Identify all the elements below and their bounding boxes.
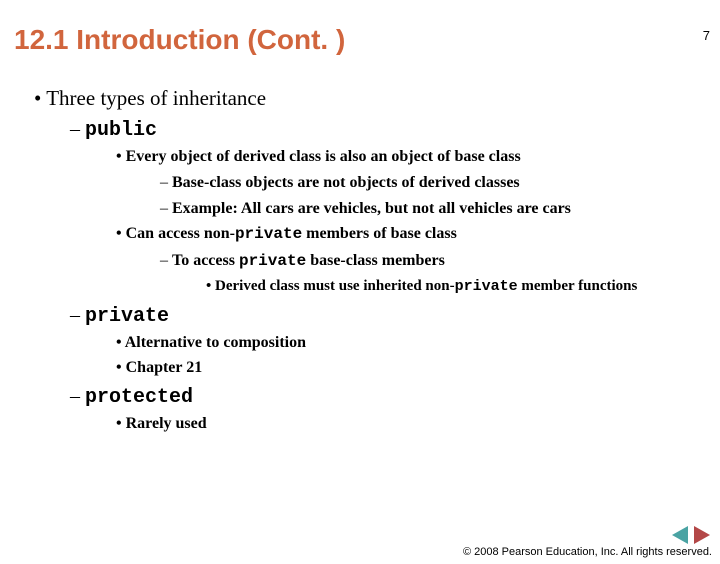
slide-content: Three types of inheritance public Every … xyxy=(28,84,720,434)
bullet-level3: Rarely used xyxy=(128,413,720,435)
next-arrow-icon[interactable] xyxy=(694,526,710,544)
bullet-level3: Every object of derived class is also an… xyxy=(128,146,720,168)
text: Derived class must use inherited non- xyxy=(215,278,455,294)
bullet-level3: Alternative to composition xyxy=(128,332,720,354)
nav-arrows xyxy=(672,526,710,544)
text: To access xyxy=(172,252,239,269)
bullet-level3: Chapter 21 xyxy=(128,357,720,379)
code-protected: protected xyxy=(85,386,193,409)
bullet-level2-public: public xyxy=(84,116,720,144)
code-private: private xyxy=(239,252,306,270)
page-number: 7 xyxy=(703,28,710,43)
prev-arrow-icon[interactable] xyxy=(672,526,688,544)
bullet-level1: Three types of inheritance xyxy=(48,84,720,112)
bullet-level2-protected: protected xyxy=(84,383,720,411)
code-private: private xyxy=(85,305,169,328)
bullet-level4: Base-class objects are not objects of de… xyxy=(174,172,720,194)
text: base-class members xyxy=(306,252,445,269)
bullet-level4: To access private base-class members xyxy=(174,250,720,273)
bullet-level2-private: private xyxy=(84,302,720,330)
text: Can access non- xyxy=(126,225,235,242)
text: members of base class xyxy=(302,225,457,242)
copyright-footer: © 2008 Pearson Education, Inc. All right… xyxy=(463,546,712,558)
code-public: public xyxy=(85,119,157,142)
code-private: private xyxy=(235,225,302,243)
bullet-level3: Can access non-private members of base c… xyxy=(128,223,720,246)
bullet-level4: Example: All cars are vehicles, but not … xyxy=(174,198,720,220)
slide-title: 12.1 Introduction (Cont. ) xyxy=(14,24,720,56)
code-private: private xyxy=(455,278,518,295)
bullet-level5: Derived class must use inherited non-pri… xyxy=(218,276,720,297)
text: member functions xyxy=(518,278,638,294)
